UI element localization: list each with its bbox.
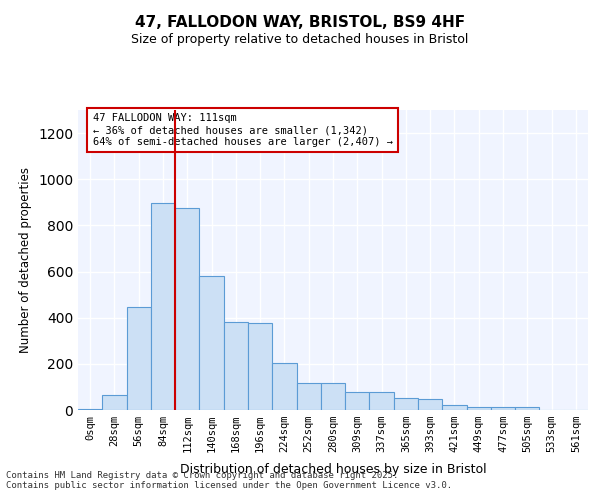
- Text: Size of property relative to detached houses in Bristol: Size of property relative to detached ho…: [131, 32, 469, 46]
- Bar: [127, 308, 151, 410]
- X-axis label: Distribution of detached houses by size in Bristol: Distribution of detached houses by size …: [179, 464, 487, 476]
- Bar: [442, 405, 467, 410]
- Bar: [272, 362, 296, 410]
- Bar: [321, 383, 345, 410]
- Bar: [491, 407, 515, 410]
- Bar: [370, 392, 394, 410]
- Y-axis label: Number of detached properties: Number of detached properties: [19, 167, 32, 353]
- Bar: [175, 208, 199, 410]
- Text: Contains HM Land Registry data © Crown copyright and database right 2025.
Contai: Contains HM Land Registry data © Crown c…: [6, 470, 452, 490]
- Bar: [151, 204, 175, 410]
- Bar: [515, 406, 539, 410]
- Bar: [418, 399, 442, 410]
- Bar: [248, 323, 272, 410]
- Text: 47 FALLODON WAY: 111sqm
← 36% of detached houses are smaller (1,342)
64% of semi: 47 FALLODON WAY: 111sqm ← 36% of detache…: [92, 114, 392, 146]
- Bar: [199, 276, 224, 410]
- Text: 47, FALLODON WAY, BRISTOL, BS9 4HF: 47, FALLODON WAY, BRISTOL, BS9 4HF: [135, 15, 465, 30]
- Bar: [296, 383, 321, 410]
- Bar: [394, 398, 418, 410]
- Bar: [102, 395, 127, 410]
- Bar: [224, 322, 248, 410]
- Bar: [78, 409, 102, 410]
- Bar: [467, 406, 491, 410]
- Bar: [345, 392, 370, 410]
